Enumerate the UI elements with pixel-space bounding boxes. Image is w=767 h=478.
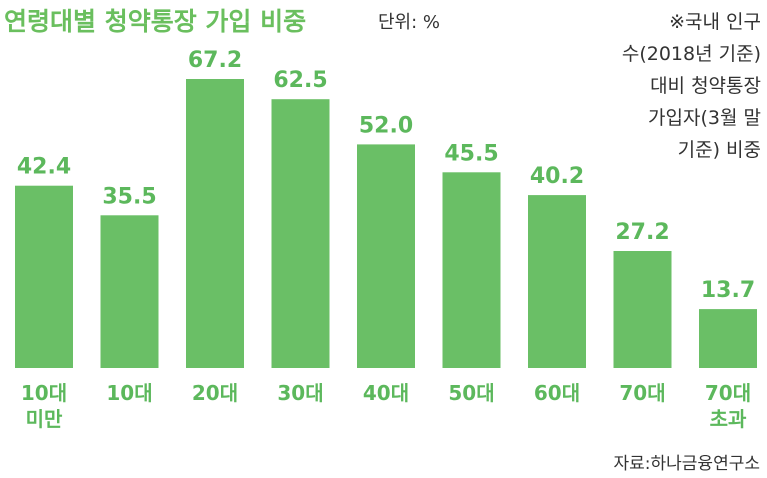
value-label-0: 42.4 <box>17 155 71 180</box>
tick-label-8-1: 초과 <box>710 407 747 431</box>
note-line-4: 기준) 비중 <box>678 139 761 161</box>
value-label-2: 67.2 <box>188 48 242 73</box>
value-label-1: 35.5 <box>102 184 156 209</box>
unit-label: 단위: % <box>378 12 440 33</box>
note-line-3: 가입자(3월 말 <box>648 107 761 129</box>
tick-label-7-0: 70대 <box>619 381 665 405</box>
bar-1 <box>100 215 159 368</box>
source-label: 자료:하나금융연구소 <box>614 454 761 474</box>
tick-label-5-0: 50대 <box>448 381 494 405</box>
value-labels: 42.4 35.5 67.2 62.5 52.0 45.5 40.2 27.2 13.7 <box>17 48 755 303</box>
value-label-3: 62.5 <box>273 68 327 93</box>
note-line-1: 수(2018년 기준) <box>622 43 761 65</box>
value-label-8: 13.7 <box>701 278 755 303</box>
bar-4 <box>357 144 415 368</box>
tick-label-0-1: 미만 <box>26 407 63 431</box>
bar-6 <box>528 195 586 368</box>
note-line-0: ※국내 인구 <box>669 11 761 33</box>
tick-label-8-0: 70대 <box>705 381 751 405</box>
tick-label-6-0: 60대 <box>534 381 580 405</box>
bar-series <box>15 79 757 368</box>
bar-3 <box>271 99 330 368</box>
tick-label-4-0: 40대 <box>363 381 409 405</box>
value-label-7: 27.2 <box>615 220 669 245</box>
note-line-2: 대비 청약통장 <box>650 75 761 97</box>
bar-5 <box>442 172 501 368</box>
tick-label-0-0: 10대 <box>21 381 67 405</box>
chart-title: 연령대별 청약통장 가입 비중 <box>4 7 306 36</box>
bar-2 <box>186 79 244 368</box>
tick-label-2-0: 20대 <box>192 381 238 405</box>
value-label-4: 52.0 <box>359 113 413 138</box>
tick-label-3-0: 30대 <box>277 381 323 405</box>
tick-label-1-0: 10대 <box>106 381 152 405</box>
value-label-5: 45.5 <box>444 141 498 166</box>
bar-0 <box>15 185 73 368</box>
value-label-6: 40.2 <box>530 164 584 189</box>
bar-7 <box>613 251 672 368</box>
bar-8 <box>699 309 757 368</box>
